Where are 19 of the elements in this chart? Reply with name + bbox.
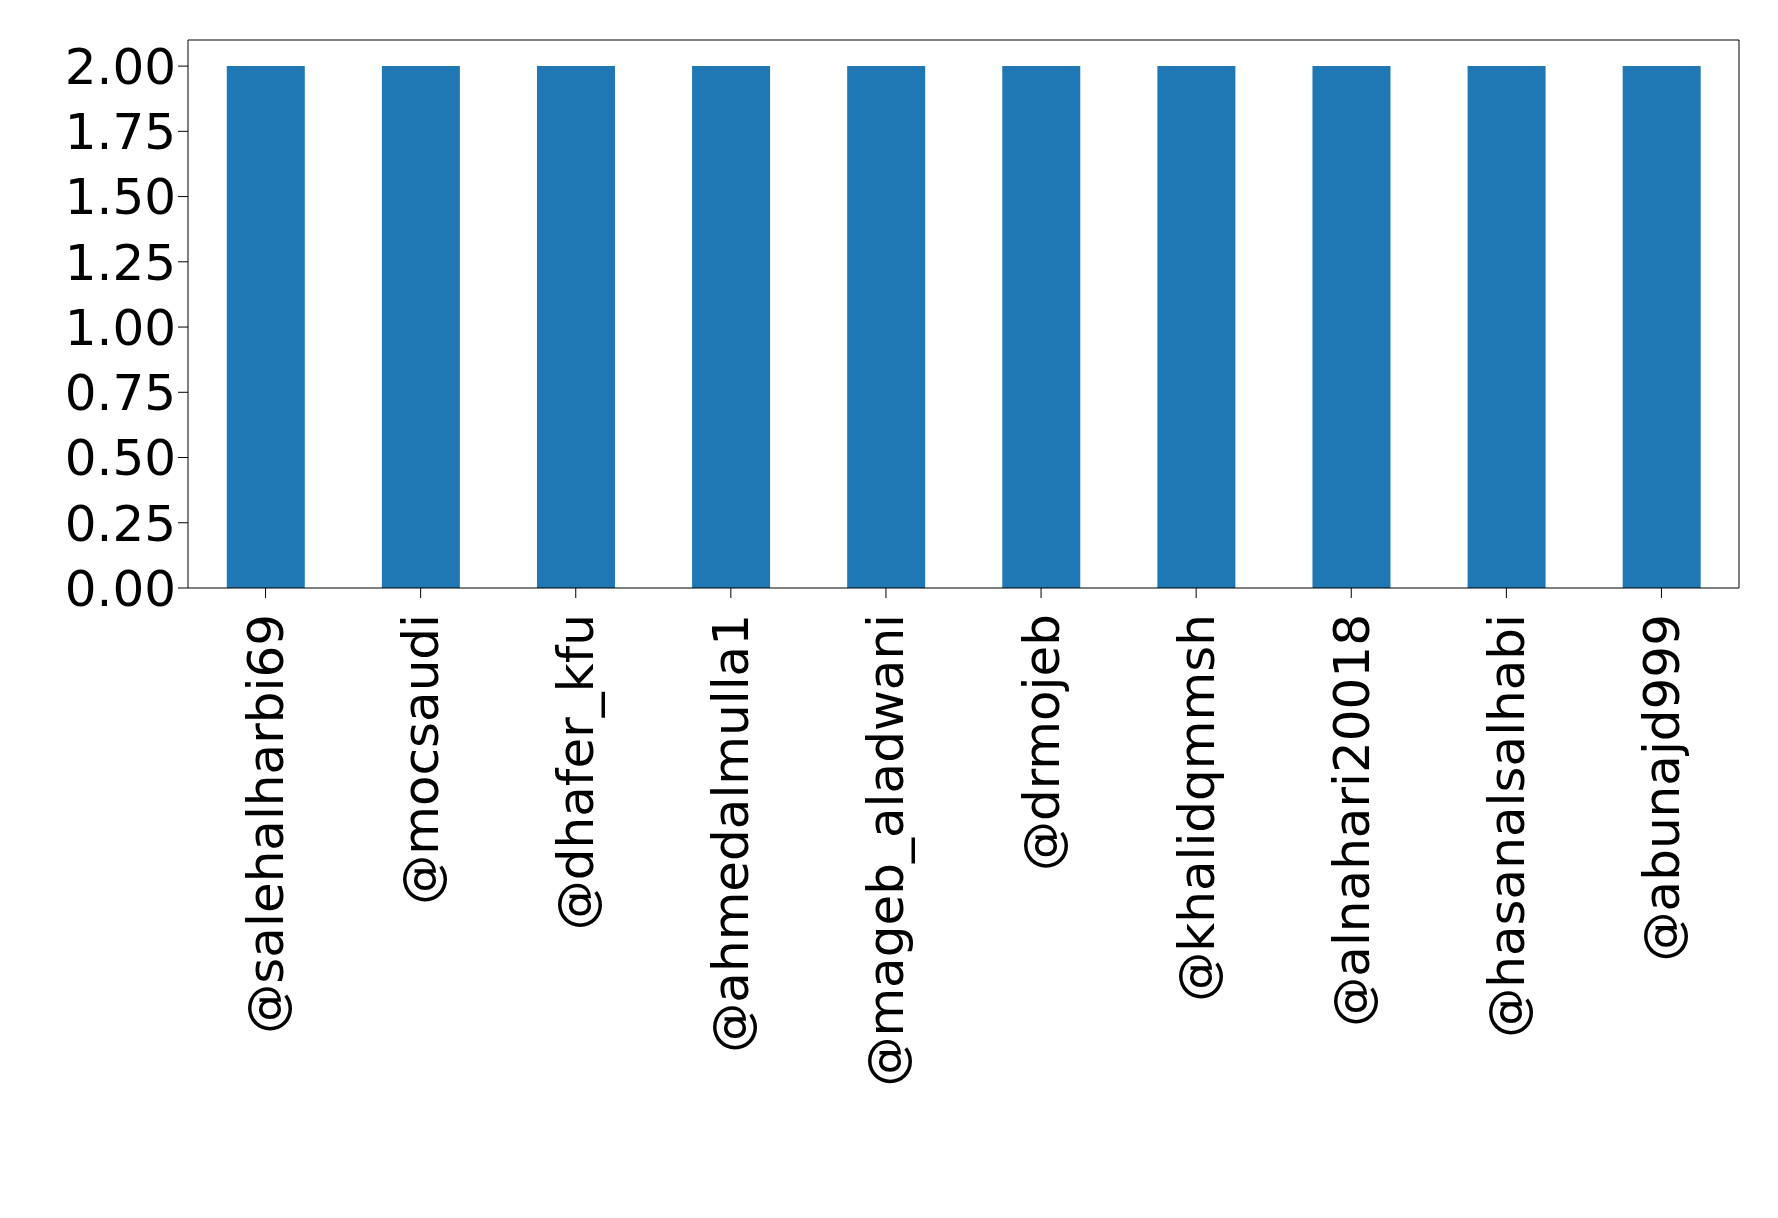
y-tick-label: 1.50 — [64, 168, 176, 227]
x-tick-label: @ahmedalmulla1 — [702, 614, 761, 1053]
y-tick-label: 0.50 — [64, 429, 176, 488]
y-tick-label: 2.00 — [64, 37, 176, 96]
x-tick-label: @drmojeb — [1012, 614, 1071, 872]
y-tick-label: 0.75 — [64, 364, 176, 423]
x-tick-label: @khalidqmmsh — [1167, 614, 1226, 1002]
y-tick-label: 0.00 — [64, 559, 176, 618]
x-tick-label: @abunajd999 — [1632, 614, 1691, 962]
x-tick-label: @dhafer_kfu — [547, 614, 606, 931]
x-tick-label: @hasanalsalhabi — [1477, 614, 1536, 1038]
y-tick-label: 1.00 — [64, 298, 176, 357]
y-tick-label: 1.25 — [64, 233, 176, 292]
x-tick-label: @mageb_aladwani — [857, 614, 916, 1087]
y-tick-label: 1.75 — [64, 103, 176, 162]
x-tick-label: @alnahari20018 — [1322, 614, 1381, 1027]
y-tick-label: 0.25 — [64, 494, 176, 553]
x-tick-label: @salehalharbi69 — [237, 614, 296, 1034]
x-tick-label: @mocsaudi — [392, 614, 451, 905]
